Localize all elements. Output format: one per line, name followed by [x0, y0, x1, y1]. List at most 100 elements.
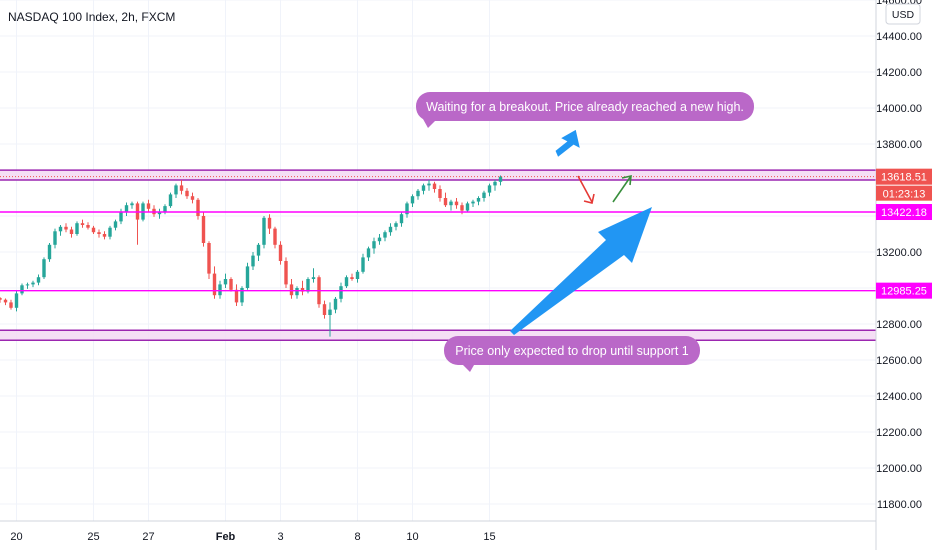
candle-body — [14, 293, 19, 308]
candle-body — [394, 223, 398, 227]
candle-body — [388, 226, 393, 233]
candle-body — [416, 190, 420, 197]
candle-body — [339, 286, 343, 299]
candle-body — [108, 227, 112, 237]
candle-body — [493, 181, 497, 186]
candle-body — [487, 185, 492, 193]
candle-body — [476, 198, 481, 202]
candle-body — [31, 282, 35, 285]
candle-body — [245, 266, 250, 288]
y-tick-label: 11800.00 — [877, 499, 922, 511]
candle-body — [482, 192, 486, 198]
candle-body — [438, 189, 442, 198]
candle-body — [498, 176, 503, 182]
rise-arrow-icon — [612, 174, 632, 203]
candle-body — [289, 284, 294, 296]
candle-body — [328, 309, 332, 315]
last-price-label: 13618.51 01:23:13 — [876, 168, 932, 201]
candle-body — [471, 201, 475, 204]
candle-body — [212, 273, 217, 296]
candle-body — [284, 261, 288, 285]
svg-text:13618.51: 13618.51 — [881, 172, 927, 184]
y-tick-label: 12600.00 — [876, 355, 922, 367]
candle-body — [427, 183, 431, 186]
candle-body — [113, 221, 118, 228]
candle-body — [306, 279, 310, 292]
candle-body — [201, 216, 206, 243]
svg-text:12985.25: 12985.25 — [881, 286, 927, 298]
candle-body — [102, 234, 107, 237]
candle-body — [207, 243, 211, 274]
candle-body — [372, 241, 376, 249]
x-tick-label: 3 — [277, 531, 283, 543]
chart-title: NASDAQ 100 Index, 2h, FXCM — [8, 10, 175, 24]
candle-body — [9, 302, 13, 308]
candle-body — [295, 288, 299, 296]
candle-body — [322, 304, 327, 315]
candle-body — [190, 196, 195, 200]
x-tick-label: 15 — [483, 531, 495, 543]
y-tick-label: 13800.00 — [876, 139, 922, 151]
candle-body — [86, 225, 90, 228]
annotation-support-text: Price only expected to drop until suppor… — [455, 344, 689, 358]
candle-body — [20, 285, 24, 294]
svg-text:13422.18: 13422.18 — [881, 207, 927, 219]
candle-body — [273, 228, 277, 245]
annotation-support[interactable]: Price only expected to drop until suppor… — [444, 336, 700, 372]
candle-body — [432, 183, 437, 189]
candle-body — [350, 277, 354, 279]
candle-body — [256, 244, 261, 256]
candle-body — [218, 284, 222, 296]
candle-body — [383, 232, 387, 238]
support-zone-fill — [0, 330, 876, 341]
candle-body — [124, 205, 129, 213]
candle-body — [36, 277, 41, 283]
annotation-breakout-text: Waiting for a breakout. Price already re… — [426, 100, 744, 114]
resistance-zone-fill — [0, 170, 876, 180]
candle-body — [333, 298, 338, 310]
x-tick-label: 20 — [10, 531, 22, 543]
candle-body — [47, 244, 52, 260]
candle-body — [75, 223, 79, 234]
annotation-breakout[interactable]: Waiting for a breakout. Price already re… — [416, 92, 754, 128]
candle-body — [130, 203, 134, 206]
y-tick-label: 14000.00 — [876, 103, 922, 115]
x-tick-label: 8 — [354, 531, 360, 543]
annotation-breakout-tail — [418, 110, 440, 128]
y-tick-label: 12200.00 — [876, 427, 922, 439]
y-tick-label: 13200.00 — [876, 247, 922, 259]
annotation-support-tail — [454, 356, 478, 372]
candle-body — [449, 201, 453, 206]
currency-label: USD — [892, 9, 915, 21]
candle-body — [267, 217, 272, 229]
zones — [0, 169, 876, 341]
y-tick-label: 12000.00 — [876, 463, 922, 475]
candle-body — [168, 194, 173, 207]
x-tick-label: 25 — [87, 531, 99, 543]
candle-body — [53, 231, 57, 245]
candle-body — [3, 299, 8, 303]
candle-body — [405, 203, 409, 215]
x-tick-label: Feb — [216, 531, 236, 543]
candle-body — [399, 214, 404, 224]
candle-body — [234, 289, 239, 303]
candle-body — [344, 277, 349, 287]
callout-pointer-arrow — [555, 129, 580, 157]
candle-body — [377, 237, 382, 242]
candle-body — [42, 259, 46, 278]
candle-body — [240, 288, 244, 303]
candle-body — [69, 229, 74, 234]
candle-body — [174, 185, 178, 195]
candle-body — [58, 226, 63, 232]
currency-box[interactable]: USD — [885, 3, 921, 25]
drop-arrow-icon — [577, 175, 595, 204]
annotation-support-bubble — [444, 336, 700, 365]
candle-body — [91, 227, 96, 233]
candle-body — [179, 185, 184, 191]
candle-body — [146, 203, 151, 209]
candle-body — [185, 190, 189, 197]
candle-body — [443, 198, 448, 206]
